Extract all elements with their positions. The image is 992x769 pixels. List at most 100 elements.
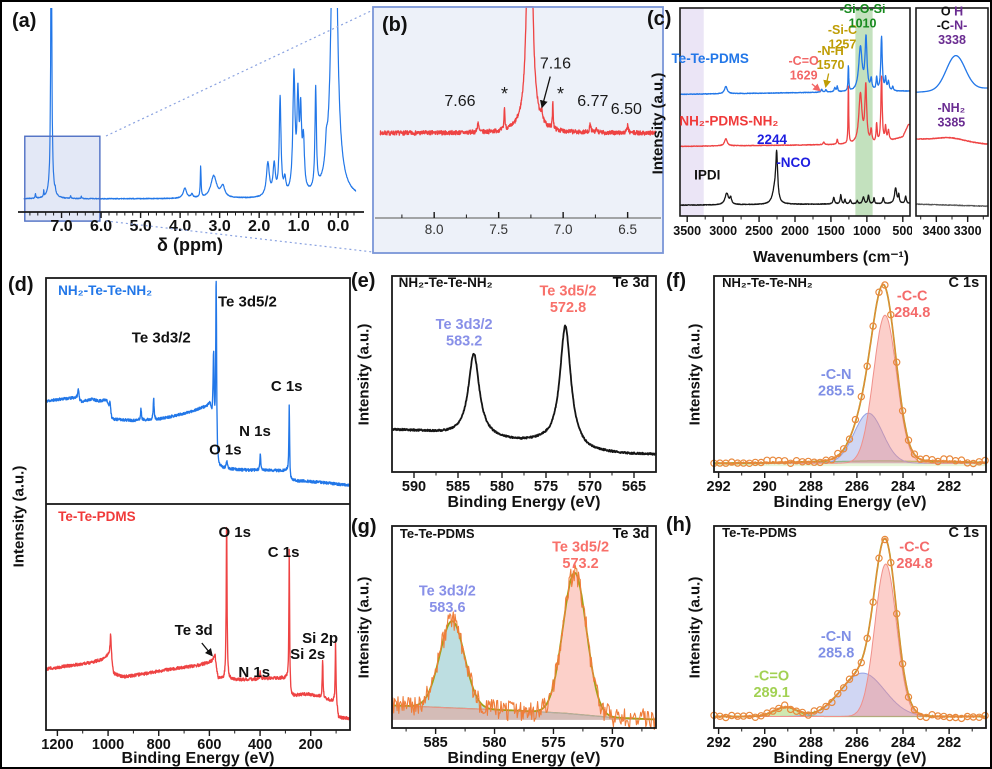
svg-text:2.0: 2.0 — [248, 218, 270, 235]
svg-text:3400: 3400 — [922, 224, 950, 238]
ylabel-te3d-amine: Intensity (a.u.) — [355, 323, 373, 426]
svg-text:NH₂-Te-Te-NH₂: NH₂-Te-Te-NH₂ — [399, 275, 493, 290]
ylabel-c1s-pdms: Intensity (a.u.) — [686, 576, 704, 679]
svg-text:*: * — [501, 84, 508, 104]
svg-text:N 1s: N 1s — [239, 423, 271, 440]
svg-text:Si 2p: Si 2p — [302, 630, 338, 647]
svg-text:7.0: 7.0 — [50, 218, 72, 235]
svg-text:585: 585 — [424, 735, 448, 751]
nmr-spectrum-chart: 7.0 6.0 5.0 4.0 3.0 2.0 1.0 0.0 δ (ppm) — [8, 8, 368, 258]
svg-text:Binding Energy (eV): Binding Energy (eV) — [448, 494, 601, 511]
svg-text:1.0: 1.0 — [288, 218, 310, 235]
svg-text:286: 286 — [845, 479, 869, 495]
panel-label-a: (a) — [12, 10, 37, 32]
svg-text:Te-Te-PDMS: Te-Te-PDMS — [671, 51, 749, 66]
svg-text:O H-C-N-3338: O H -C-N-3338 — [937, 4, 968, 47]
svg-text:570: 570 — [600, 735, 624, 751]
svg-text:Binding Energy (eV): Binding Energy (eV) — [448, 750, 601, 767]
svg-text:N 1s: N 1s — [238, 664, 270, 681]
svg-text:565: 565 — [622, 479, 646, 495]
ylabel-c1s-amine: Intensity (a.u.) — [686, 323, 704, 426]
svg-text:Te 3d: Te 3d — [613, 526, 650, 542]
svg-text:δ (ppm): δ (ppm) — [157, 235, 223, 255]
svg-text:C 1s: C 1s — [949, 275, 980, 291]
xps-c1s-amine-chart: 292 290 288 286 284 282 Binding Energy (eV) NH₂… — [704, 268, 990, 514]
svg-text:NH₂-PDMS-NH₂: NH₂-PDMS-NH₂ — [679, 114, 778, 129]
svg-text:6.0: 6.0 — [90, 218, 112, 235]
svg-text:Binding Energy (eV): Binding Energy (eV) — [774, 750, 927, 767]
svg-text:C 1s: C 1s — [271, 378, 303, 395]
svg-text:7.0: 7.0 — [554, 222, 573, 237]
svg-text:2000: 2000 — [781, 224, 809, 238]
xps-survey-bottom-chart: 1200 1000 800 600 400 200 Binding Energy (eV) T… — [32, 504, 354, 767]
svg-text:3.0: 3.0 — [209, 218, 231, 235]
svg-text:8.0: 8.0 — [425, 222, 444, 237]
svg-text:NH₂-Te-Te-NH₂: NH₂-Te-Te-NH₂ — [722, 275, 813, 290]
svg-text:292: 292 — [707, 479, 731, 495]
svg-text:1200: 1200 — [41, 737, 73, 753]
svg-text:6.5: 6.5 — [618, 222, 637, 237]
svg-text:O 1s: O 1s — [218, 524, 251, 541]
svg-text:282: 282 — [937, 735, 961, 751]
svg-text:Te-Te-PDMS: Te-Te-PDMS — [58, 509, 136, 524]
svg-text:Te 3d5/2: Te 3d5/2 — [218, 293, 277, 310]
svg-text:400: 400 — [248, 737, 272, 753]
svg-text:Binding Energy (eV): Binding Energy (eV) — [774, 494, 927, 511]
svg-text:570: 570 — [578, 479, 602, 495]
svg-text:0.0: 0.0 — [327, 218, 349, 235]
panel-label-c: (c) — [647, 8, 672, 30]
svg-text:6.77: 6.77 — [577, 93, 608, 110]
panel-label-b: (b) — [382, 14, 408, 36]
xps-survey-top-chart: NH₂-Te-Te-NH₂ Te 3d3/2 Te 3d5/2 O 1s N 1s C 1… — [32, 274, 354, 504]
svg-text:Si 2s: Si 2s — [290, 646, 325, 663]
svg-text:NH₂-Te-Te-NH₂: NH₂-Te-Te-NH₂ — [58, 283, 152, 298]
svg-text:500: 500 — [892, 224, 912, 238]
svg-text:286: 286 — [845, 735, 869, 751]
svg-text:2500: 2500 — [745, 224, 773, 238]
svg-text:590: 590 — [402, 479, 426, 495]
svg-text:C 1s: C 1s — [949, 525, 980, 541]
ylabel-xps-survey: Intensity (a.u.) — [10, 465, 28, 568]
svg-text:IPDI: IPDI — [694, 168, 720, 183]
svg-text:6.50: 6.50 — [611, 101, 642, 118]
svg-text:Te 3d: Te 3d — [613, 275, 650, 291]
svg-text:C 1s: C 1s — [268, 544, 300, 561]
svg-text:282: 282 — [937, 479, 961, 495]
svg-text:Te-Te-PDMS: Te-Te-PDMS — [722, 525, 797, 540]
svg-text:3000: 3000 — [709, 224, 737, 238]
svg-text:292: 292 — [707, 735, 731, 751]
svg-text:288: 288 — [799, 479, 823, 495]
panel-label-d: (d) — [8, 274, 34, 296]
svg-text:3500: 3500 — [673, 224, 701, 238]
svg-text:600: 600 — [197, 737, 221, 753]
svg-text:580: 580 — [482, 735, 506, 751]
svg-text:7.5: 7.5 — [489, 222, 508, 237]
svg-text:Te 3d: Te 3d — [175, 622, 213, 639]
panel-label-e: (e) — [351, 270, 376, 292]
svg-text:585: 585 — [446, 479, 470, 495]
svg-text:1000: 1000 — [853, 224, 881, 238]
panel-label-g: (g) — [351, 516, 377, 538]
svg-text:580: 580 — [490, 479, 514, 495]
svg-text:7.66: 7.66 — [444, 93, 475, 110]
svg-text:3300: 3300 — [954, 224, 982, 238]
xps-te3d-amine-chart: 590 585 580 575 570 565 Binding Energy (eV) NH₂… — [380, 268, 662, 514]
panel-label-f: (f) — [666, 270, 686, 292]
svg-text:2244: 2244 — [757, 132, 788, 147]
svg-text:O 1s: O 1s — [209, 441, 242, 458]
xps-c1s-pdms-chart: 292 290 288 286 284 282 Binding Energy (eV) Te-… — [704, 516, 990, 767]
ftir-main-chart: 3500 3000 2500 2000 1500 1000 500 Te-Te-PDMS NH₂… — [668, 4, 912, 256]
svg-text:4.0: 4.0 — [169, 218, 191, 235]
ylabel-ftir: Intensity (a.u.) — [649, 72, 667, 175]
